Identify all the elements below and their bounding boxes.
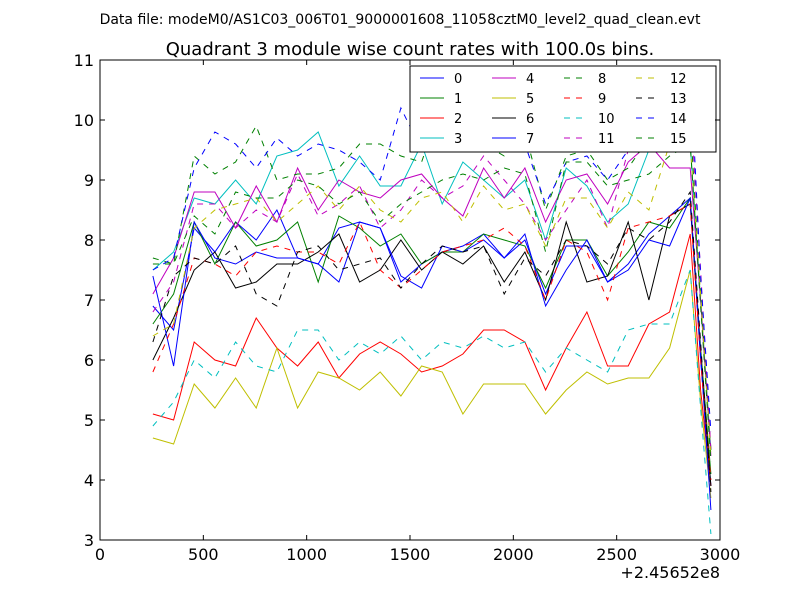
legend-label-9: 9 [598,92,606,107]
legend-label-10: 10 [598,112,615,127]
legend-label-1: 1 [454,92,462,107]
legend-label-8: 8 [598,72,606,87]
x-tick-label: 2500 [596,545,637,564]
legend-label-15: 15 [670,132,687,147]
y-tick-label: 8 [84,231,94,250]
y-tick-label: 4 [84,471,94,490]
legend-box [409,65,717,153]
y-tick-label: 10 [74,111,94,130]
series-line-11 [152,100,712,451]
legend-label-7: 7 [526,132,534,147]
x-tick-label: 1500 [390,545,431,564]
series-line-12 [152,143,712,457]
y-tick-label: 3 [84,531,94,550]
figure-suptitle: Data file: modeM0/AS1C03_006T01_90000016… [100,12,701,28]
x-tick-label: 1000 [286,545,327,564]
chart-title: Quadrant 3 module wise count rates with … [166,39,655,60]
legend-label-3: 3 [454,132,462,147]
series-line-10 [152,269,712,535]
series-line-13 [152,190,712,493]
legend-label-6: 6 [526,112,534,127]
series-line-9 [152,203,712,481]
legend-label-13: 13 [670,92,687,107]
series-line-2 [152,233,712,487]
series-line-6 [152,203,712,487]
x-tick-label: 0 [95,545,105,564]
legend-label-11: 11 [598,132,615,147]
x-tick-label: 2000 [493,545,534,564]
legend-label-2: 2 [454,112,462,127]
legend-label-5: 5 [526,92,534,107]
y-tick-label: 11 [74,51,94,70]
legend-label-0: 0 [454,72,462,87]
legend-label-14: 14 [670,112,687,127]
series-line-5 [152,269,712,499]
legend-label-4: 4 [526,72,534,87]
y-tick-label: 9 [84,171,94,190]
x-offset-label: +2.45652e8 [620,563,720,582]
legend-label-12: 12 [670,72,687,87]
x-tick-label: 500 [188,545,219,564]
y-tick-label: 7 [84,291,94,310]
y-tick-label: 5 [84,411,94,430]
y-tick-label: 6 [84,351,94,370]
series-line-15 [152,143,712,463]
x-tick-label: 3000 [700,545,741,564]
